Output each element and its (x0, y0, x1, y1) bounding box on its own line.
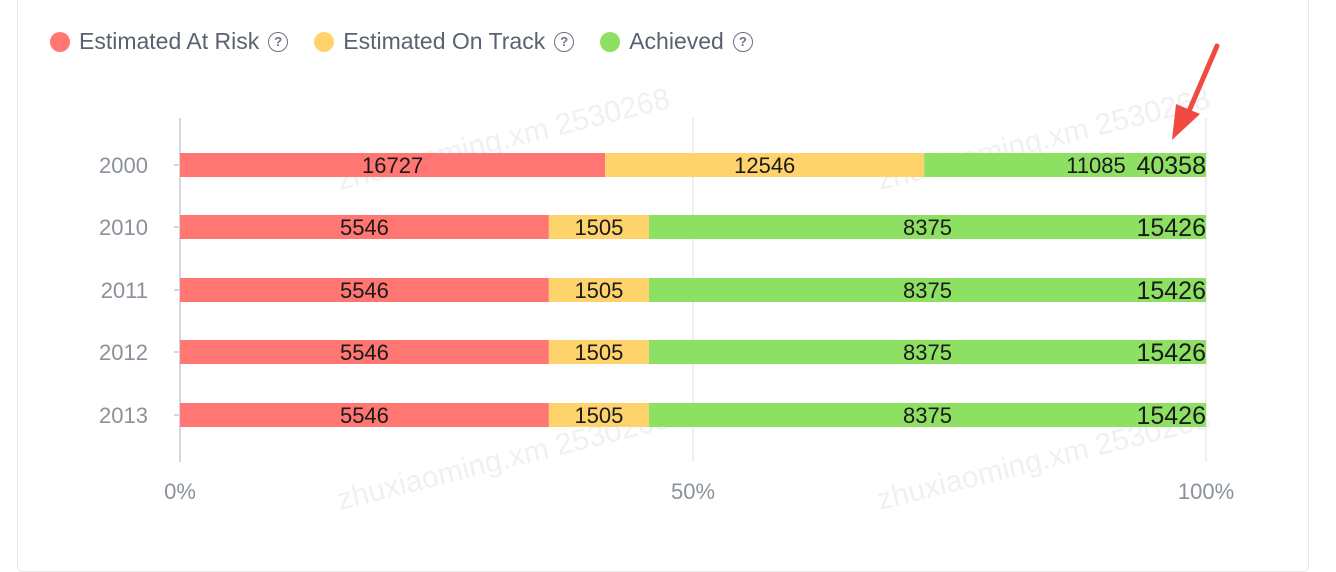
legend-swatch (600, 31, 621, 52)
bar-value-label: 8375 (903, 340, 952, 365)
bar-segment (924, 153, 1206, 177)
legend-item-0[interactable]: Estimated At Risk? (50, 28, 289, 55)
y-tick-label: 2010 (99, 215, 148, 240)
bar-segment (648, 403, 1206, 427)
bar-value-label: 16727 (362, 153, 423, 178)
watermark-text: zhuxiaoming.xm 2530268 (334, 82, 674, 197)
bar-value-label: 1505 (574, 403, 623, 428)
bar-segment (180, 340, 549, 364)
bar-segment (605, 153, 925, 177)
bar-value-label: 8375 (903, 278, 952, 303)
x-tick-label: 0% (164, 479, 196, 504)
bar-segment (648, 215, 1206, 239)
x-tick-label: 100% (1178, 479, 1234, 504)
bar-value-label: 1505 (574, 340, 623, 365)
legend-label: Estimated On Track (343, 28, 546, 54)
bar-value-label: 11085 (1066, 153, 1126, 178)
y-tick-label: 2013 (99, 403, 148, 428)
bar-segment (548, 340, 649, 364)
bar-segment (648, 340, 1206, 364)
bar-value-label: 5546 (340, 403, 389, 428)
annotation-arrow-shaft (1183, 43, 1220, 121)
bar-value-label: 8375 (903, 403, 952, 428)
legend-swatch (314, 31, 335, 52)
bar-segment (180, 215, 549, 239)
bar-value-label: 5546 (340, 340, 389, 365)
bar-value-label: 8375 (903, 215, 952, 240)
legend-item-2[interactable]: Achieved? (600, 28, 753, 55)
annotation-arrow-head (1172, 104, 1200, 140)
bar-total-label: 15426 (1136, 402, 1206, 430)
question-circle-icon[interactable]: ? (732, 31, 753, 52)
legend-label: Achieved (629, 28, 724, 54)
question-circle-icon[interactable]: ? (268, 31, 289, 52)
bar-value-label: 5546 (340, 215, 389, 240)
bar-segment (180, 153, 606, 177)
chart-legend: Estimated At Risk? Estimated On Track? Ach… (50, 28, 779, 55)
bar-segment (548, 403, 649, 427)
bar-segment (180, 278, 549, 302)
bar-total-label: 40358 (1136, 152, 1206, 180)
y-tick-label: 2000 (99, 153, 148, 178)
bar-value-label: 12546 (734, 153, 795, 178)
bar-segment (548, 215, 649, 239)
bar-total-label: 15426 (1136, 339, 1206, 367)
bar-segment (548, 278, 649, 302)
bar-total-label: 15426 (1136, 277, 1206, 305)
legend-swatch (50, 31, 70, 52)
y-tick-label: 2012 (99, 340, 148, 365)
bar-segment (648, 278, 1206, 302)
legend-label: Estimated At Risk (79, 28, 260, 54)
x-tick-label: 50% (671, 479, 715, 504)
y-tick-label: 2011 (101, 278, 148, 303)
legend-item-1[interactable]: Estimated On Track? (314, 28, 575, 55)
bar-value-label: 5546 (340, 278, 389, 303)
bar-total-label: 15426 (1136, 214, 1206, 242)
bar-value-label: 1505 (574, 215, 623, 240)
question-circle-icon[interactable]: ? (554, 31, 575, 52)
bar-segment (180, 403, 549, 427)
bar-value-label: 1505 (574, 278, 623, 303)
